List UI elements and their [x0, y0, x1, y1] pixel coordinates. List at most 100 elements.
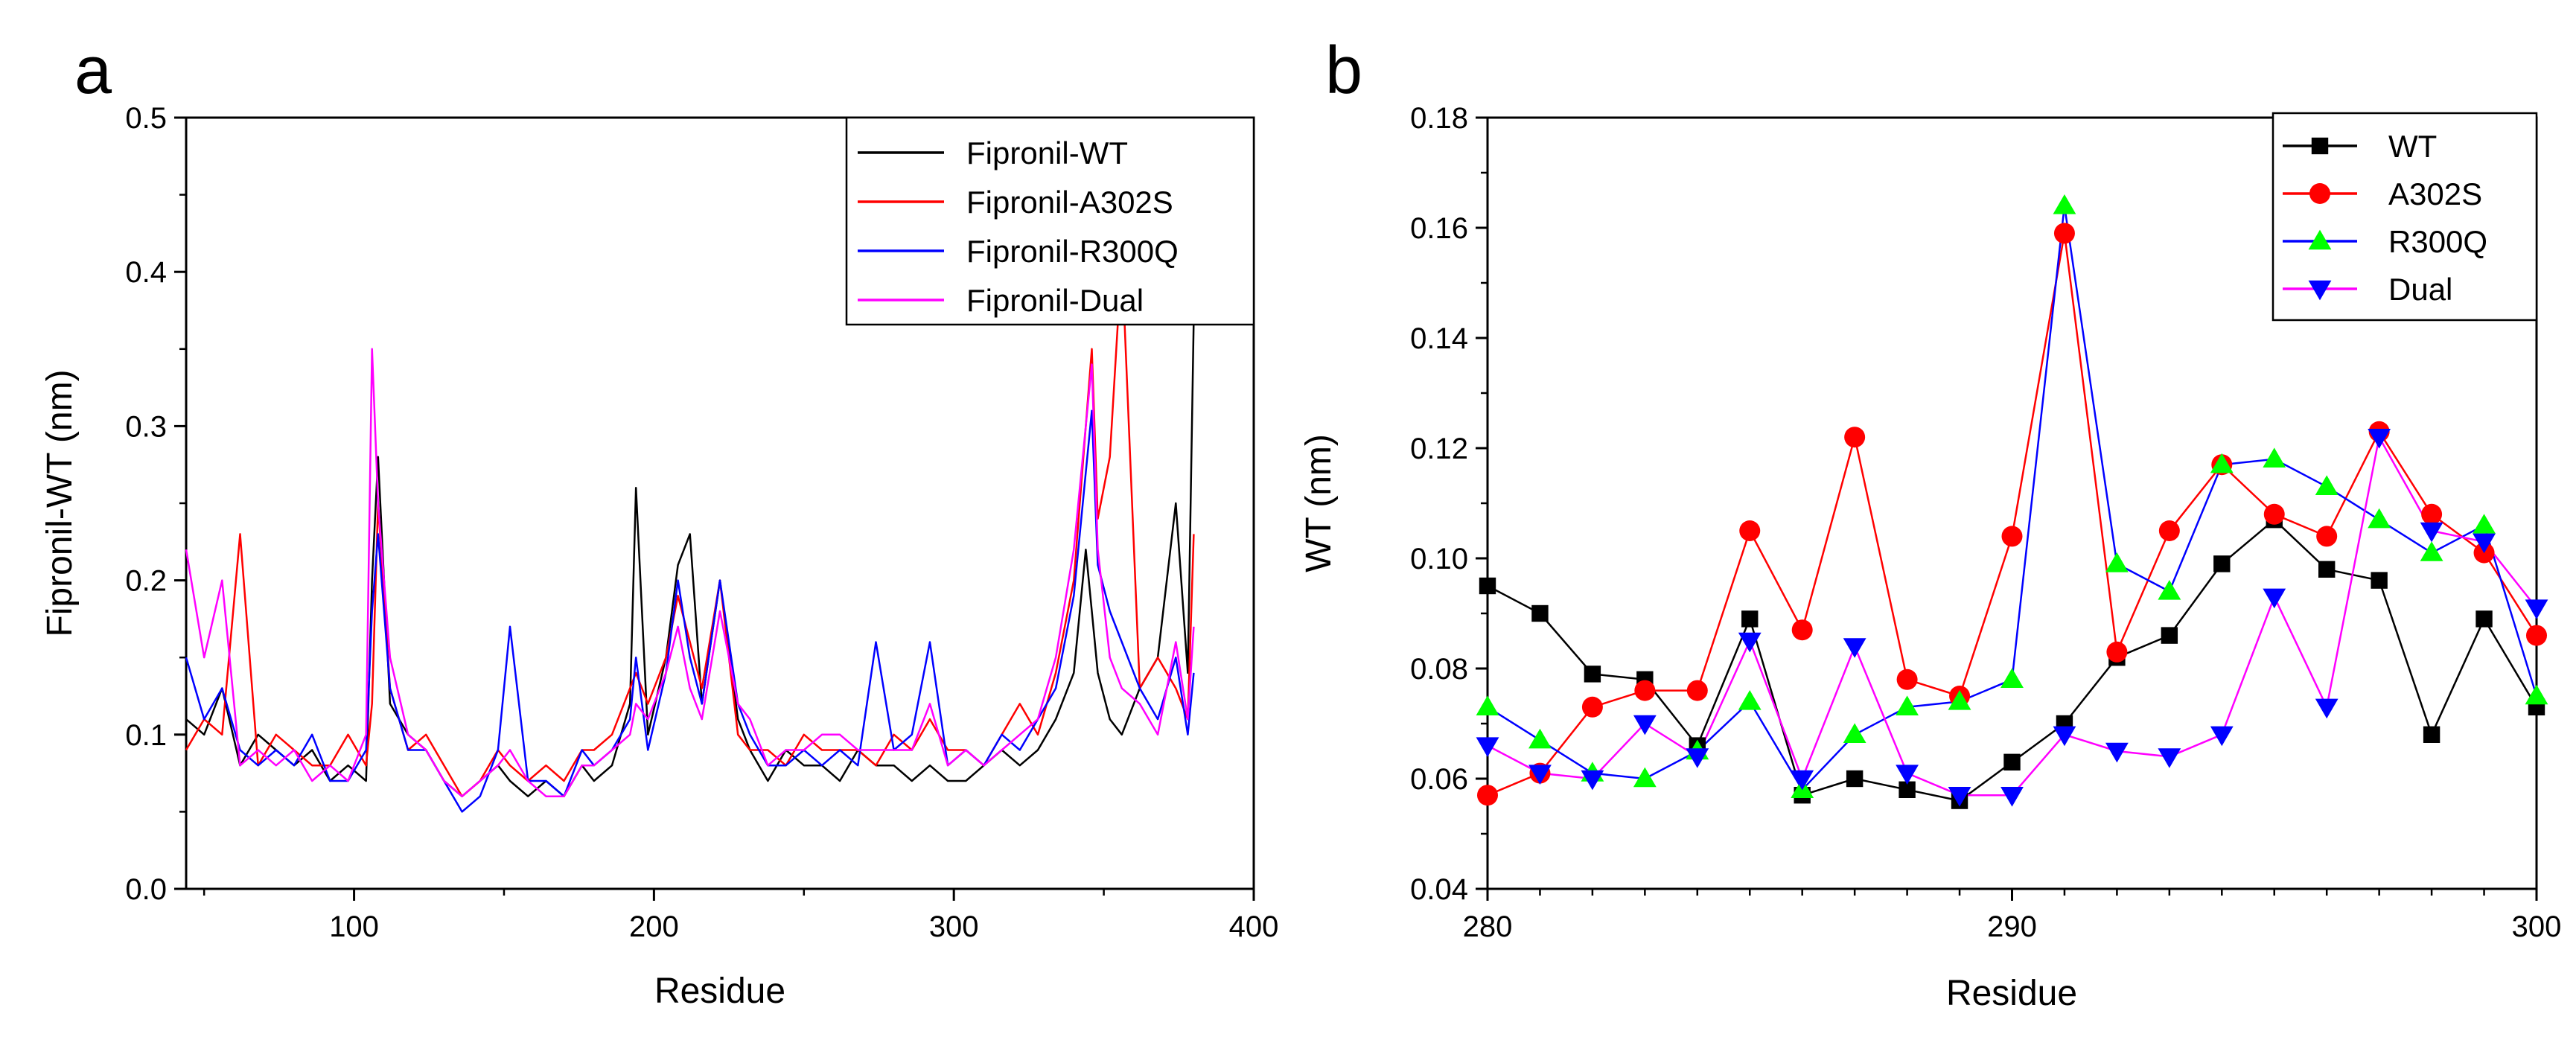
a-series-line-fipronil-r300q — [185, 409, 1195, 813]
b-y-tick-label: 0.18 — [1410, 102, 1468, 135]
b-point-dual — [1896, 765, 1919, 785]
b-x-tick-label: 300 — [2512, 910, 2562, 943]
b-point-r300q — [2315, 475, 2339, 495]
panel-a-chart: a 0.0 0.1 0.2 0.3 0.4 0.5 100 200 300 400 Residu… — [40, 33, 1278, 1011]
panel-b-y-axis-label: WT (nm) — [1299, 434, 1339, 572]
b-point-dual — [2263, 588, 2286, 609]
b-legend-label: A302S — [2388, 176, 2482, 211]
b-point-a302s — [2316, 526, 2338, 547]
a-x-tick-label: 400 — [1229, 910, 1279, 943]
a-series-line-fipronil-wt — [185, 318, 1195, 797]
b-point-a302s — [2526, 625, 2547, 646]
b-point-dual — [2368, 429, 2391, 449]
b-point-wt — [1898, 781, 1916, 798]
b-point-r300q — [1843, 723, 1866, 743]
b-y-tick-label: 0.06 — [1410, 763, 1468, 796]
b-legend-marker — [2311, 137, 2329, 155]
b-point-dual — [2105, 742, 2129, 763]
b-x-tick-label: 280 — [1463, 910, 1513, 943]
b-point-dual — [2473, 533, 2496, 554]
b-point-dual — [2210, 726, 2234, 747]
a-series-line-fipronil-dual — [185, 348, 1195, 797]
a-legend-label: Fipronil-WT — [966, 135, 1128, 170]
b-point-a302s — [2158, 520, 2180, 541]
b-x-tick-label: 290 — [1987, 910, 2037, 943]
b-point-r300q — [2263, 447, 2286, 468]
panel-a-series-lines — [185, 255, 1195, 813]
b-point-wt — [1741, 610, 1759, 628]
b-point-a302s — [2053, 223, 2075, 244]
panel-a-y-axis-label: Fipronil-WT (nm) — [40, 369, 80, 636]
a-y-tick-label: 0.3 — [125, 410, 167, 443]
b-point-r300q — [1896, 695, 1919, 715]
b-y-tick-label: 0.12 — [1410, 433, 1468, 465]
b-point-dual — [1738, 632, 1762, 653]
b-point-a302s — [1686, 680, 1708, 701]
b-point-a302s — [1844, 427, 1866, 448]
b-point-dual — [1843, 638, 1866, 658]
b-point-r300q — [2210, 453, 2234, 473]
b-legend-marker — [2308, 280, 2332, 301]
b-point-dual — [1948, 787, 1971, 807]
b-point-dual — [1633, 715, 1657, 736]
b-series-line-dual — [1487, 435, 2537, 797]
panel-b-y-axis: 0.04 0.06 0.08 0.10 0.12 0.14 0.16 0.18 — [1410, 102, 1488, 906]
a-x-tick-label: 100 — [329, 910, 379, 943]
panel-a-letter: a — [74, 33, 112, 108]
panel-b-legend: WT A302S R300Q Dual — [2271, 112, 2538, 322]
b-point-dual — [2053, 726, 2076, 747]
b-point-dual — [1686, 748, 1709, 768]
b-point-a302s — [1791, 619, 1813, 641]
a-x-tick-label: 300 — [929, 910, 979, 943]
b-point-a302s — [2001, 526, 2023, 547]
b-legend-marker — [2309, 183, 2330, 204]
b-point-dual — [2000, 787, 2024, 807]
b-point-wt — [2371, 572, 2388, 589]
b-point-a302s — [2106, 641, 2128, 663]
panel-a-legend: Fipronil-WT Fipronil-A302S Fipronil-R300Q F… — [845, 116, 1255, 326]
b-point-dual — [2420, 522, 2443, 543]
b-point-wt — [1479, 577, 1496, 595]
b-point-a302s — [2263, 503, 2285, 525]
b-point-r300q — [1528, 728, 1552, 749]
b-point-wt — [1584, 666, 1601, 683]
b-point-a302s — [1896, 669, 1918, 690]
b-point-r300q — [2420, 541, 2443, 561]
a-y-tick-label: 0.1 — [125, 719, 167, 752]
b-legend-marker — [2308, 229, 2332, 250]
b-point-a302s — [1477, 785, 1498, 806]
b-point-dual — [2525, 599, 2548, 619]
b-point-r300q — [1476, 695, 1499, 715]
b-y-tick-label: 0.10 — [1410, 543, 1468, 575]
panel-b-x-axis: 280 290 300 — [1463, 889, 2562, 943]
panel-b-chart: b 0.04 0.06 0.08 0.10 0.12 0.14 0.16 0.18 280 29… — [1299, 33, 2561, 1013]
b-point-wt — [2318, 561, 2336, 578]
b-point-r300q — [1738, 690, 1762, 710]
b-point-wt — [2213, 555, 2231, 572]
panel-b-letter: b — [1325, 33, 1362, 108]
b-point-dual — [1791, 770, 1814, 791]
a-y-tick-label: 0.0 — [125, 873, 167, 906]
b-point-a302s — [2421, 503, 2443, 525]
b-point-dual — [2315, 698, 2339, 719]
a-x-tick-label: 200 — [629, 910, 679, 943]
b-point-r300q — [2105, 552, 2129, 572]
b-point-r300q — [2473, 514, 2496, 534]
b-point-r300q — [2000, 668, 2024, 688]
panel-a-y-axis: 0.0 0.1 0.2 0.3 0.4 0.5 — [125, 102, 186, 906]
b-point-dual — [1528, 765, 1552, 785]
a-legend-label: Fipronil-A302S — [966, 185, 1173, 220]
panel-b-x-axis-label: Residue — [1946, 974, 2077, 1013]
b-point-r300q — [2368, 508, 2391, 529]
a-y-tick-label: 0.5 — [125, 102, 167, 135]
b-point-r300q — [2525, 684, 2548, 705]
b-point-wt — [2423, 726, 2440, 743]
b-point-dual — [2158, 748, 2181, 768]
b-y-tick-label: 0.08 — [1410, 653, 1468, 686]
panel-a-x-axis-label: Residue — [654, 971, 785, 1011]
b-point-dual — [1581, 770, 1604, 791]
b-y-tick-label: 0.04 — [1410, 873, 1468, 906]
b-y-tick-label: 0.14 — [1410, 322, 1468, 355]
b-point-r300q — [2053, 194, 2076, 214]
